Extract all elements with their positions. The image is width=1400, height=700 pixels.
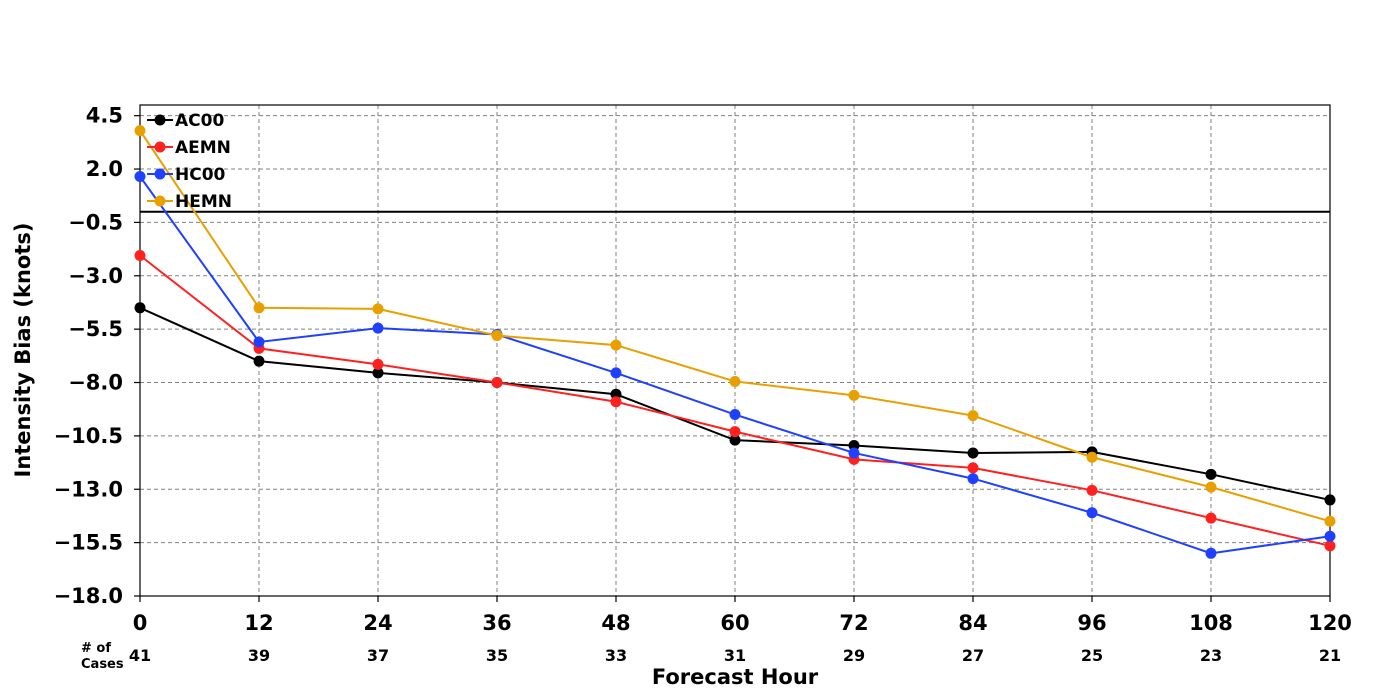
x-tick-label: 108 xyxy=(1189,611,1233,635)
case-count-label: 33 xyxy=(605,646,627,665)
data-point-aemn xyxy=(1324,540,1336,552)
data-point-aemn xyxy=(729,426,741,438)
cases-label-line1: # of xyxy=(81,641,111,656)
y-tick-label: −5.5 xyxy=(68,317,123,341)
x-tick-label: 24 xyxy=(363,611,392,635)
data-point-ac00 xyxy=(1205,468,1217,480)
y-tick-label: 4.5 xyxy=(86,104,123,128)
data-point-hemn xyxy=(372,303,384,315)
case-count-label: 35 xyxy=(486,646,508,665)
case-count-label: 39 xyxy=(248,646,270,665)
data-point-aemn xyxy=(967,462,979,474)
legend-label-aemn: AEMN xyxy=(175,138,231,158)
y-tick-label: −8.0 xyxy=(68,371,123,395)
data-point-hemn xyxy=(134,125,146,137)
x-tick-label: 36 xyxy=(482,611,511,635)
data-point-hemn xyxy=(491,330,503,342)
x-tick-label: 48 xyxy=(601,611,630,635)
data-point-ac00 xyxy=(967,447,979,459)
x-tick-label: 0 xyxy=(133,611,148,635)
data-point-ac00 xyxy=(372,367,384,379)
case-count-label: 37 xyxy=(367,646,389,665)
case-count-label: 25 xyxy=(1081,646,1103,665)
case-count-label: 27 xyxy=(962,646,984,665)
data-point-hc00 xyxy=(1205,547,1217,559)
legend-marker-hc00 xyxy=(154,168,166,180)
data-point-hemn xyxy=(253,302,265,314)
case-count-label: 29 xyxy=(843,646,865,665)
legend-marker-aemn xyxy=(154,141,166,153)
data-point-hemn xyxy=(1205,481,1217,493)
data-point-ac00 xyxy=(134,302,146,314)
legend-marker-ac00 xyxy=(154,114,166,126)
x-tick-label: 12 xyxy=(244,611,273,635)
case-count-label: 21 xyxy=(1319,646,1341,665)
x-tick-label: 96 xyxy=(1077,611,1106,635)
data-point-aemn xyxy=(134,250,146,262)
data-point-hc00 xyxy=(1324,530,1336,542)
case-count-label: 31 xyxy=(724,646,746,665)
data-point-hc00 xyxy=(372,322,384,334)
x-tick-label: 60 xyxy=(720,611,749,635)
y-tick-label: −0.5 xyxy=(68,210,123,234)
legend-label-hc00: HC00 xyxy=(175,165,226,185)
data-point-ac00 xyxy=(1324,494,1336,506)
data-point-aemn xyxy=(1205,512,1217,524)
y-axis-label: Intensity Bias (knots) xyxy=(11,223,35,478)
data-point-aemn xyxy=(610,396,622,408)
y-tick-label: −3.0 xyxy=(68,264,123,288)
data-point-hc00 xyxy=(1086,507,1098,519)
data-point-hc00 xyxy=(848,447,860,459)
x-tick-label: 72 xyxy=(839,611,868,635)
case-count-label: 23 xyxy=(1200,646,1222,665)
case-count-label: 41 xyxy=(129,646,151,665)
y-tick-label: −13.0 xyxy=(54,477,123,501)
cases-label-line2: Cases xyxy=(81,657,124,672)
y-tick-label: −15.5 xyxy=(54,531,123,555)
data-point-hemn xyxy=(729,375,741,387)
data-point-aemn xyxy=(372,358,384,370)
legend-label-ac00: AC00 xyxy=(175,111,224,131)
legend-label-hemn: HEMN xyxy=(175,192,232,212)
data-point-hc00 xyxy=(253,336,265,348)
data-point-hemn xyxy=(610,339,622,351)
y-tick-label: −10.5 xyxy=(54,424,123,448)
data-point-hemn xyxy=(1324,515,1336,527)
data-point-ac00 xyxy=(253,355,265,367)
legend-marker-hemn xyxy=(154,195,166,207)
y-tick-label: 2.0 xyxy=(86,157,123,181)
data-point-ac00 xyxy=(729,434,741,446)
x-tick-label: 84 xyxy=(958,611,987,635)
data-point-hc00 xyxy=(967,473,979,485)
data-point-hc00 xyxy=(134,171,146,183)
data-point-hemn xyxy=(848,389,860,401)
data-point-hemn xyxy=(967,410,979,422)
y-tick-label: −18.0 xyxy=(54,584,123,608)
x-tick-label: 120 xyxy=(1308,611,1352,635)
data-point-hc00 xyxy=(729,409,741,421)
data-point-hemn xyxy=(1086,451,1098,463)
x-axis-label: Forecast Hour xyxy=(652,665,819,689)
data-point-aemn xyxy=(491,377,503,389)
data-point-aemn xyxy=(1086,484,1098,496)
data-point-hc00 xyxy=(610,367,622,379)
